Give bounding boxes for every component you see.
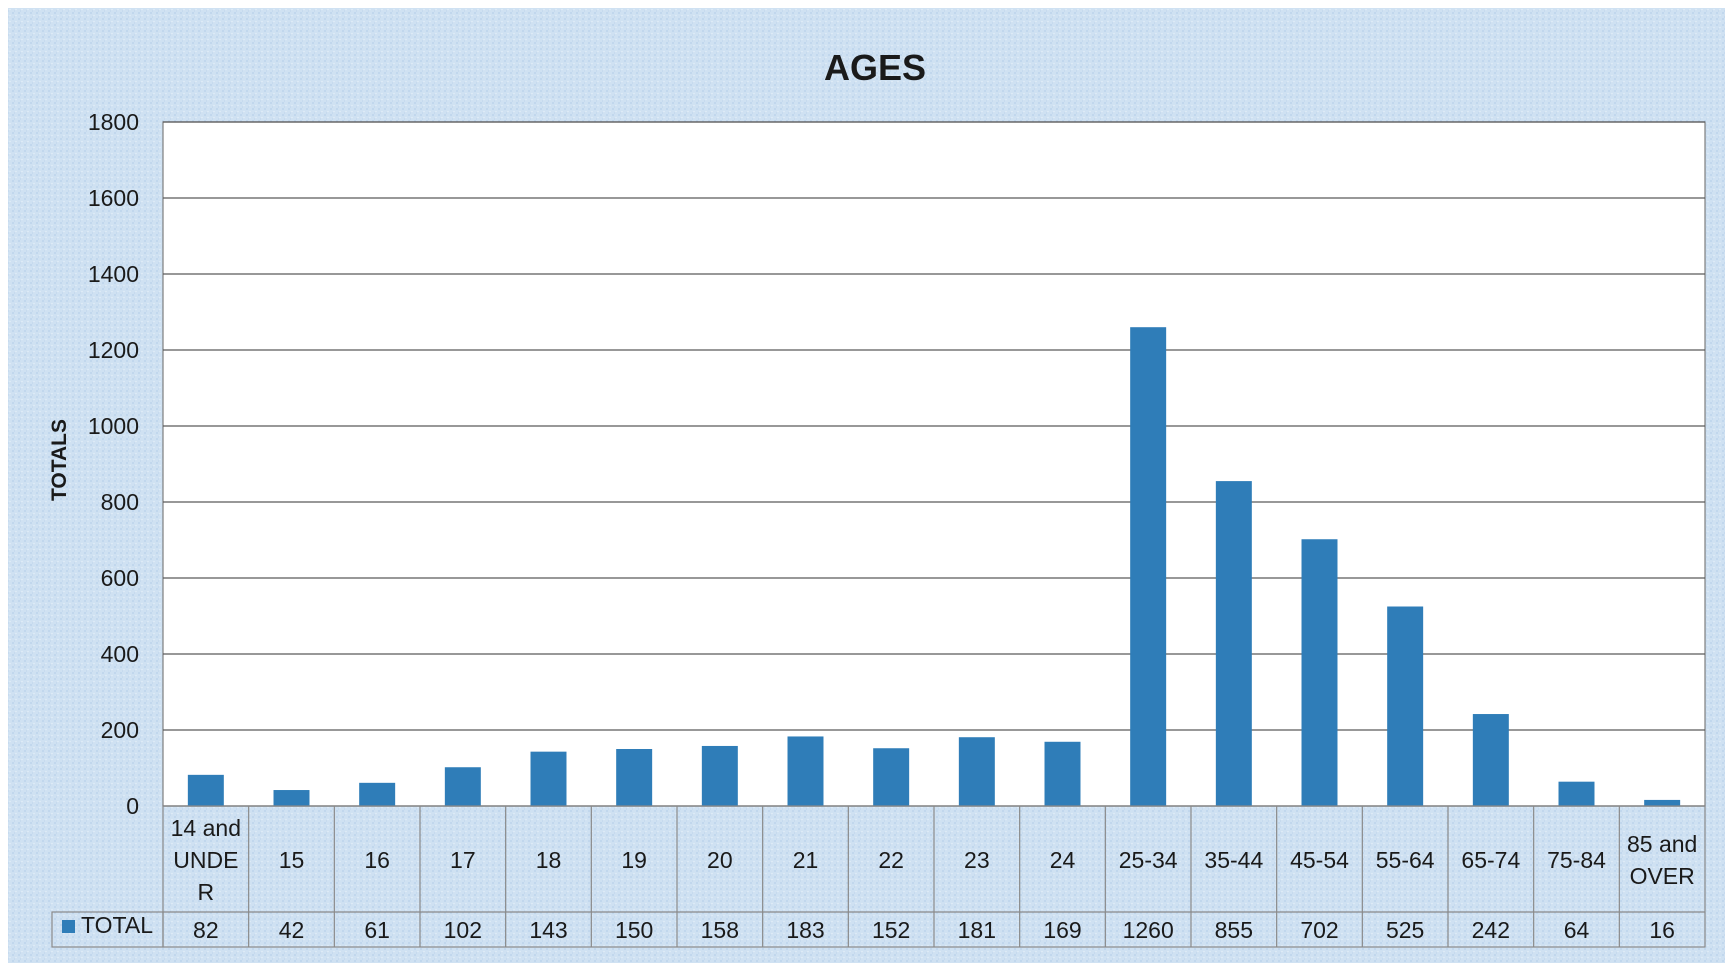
x-category-label: 25-34 (1119, 847, 1178, 873)
bar (1044, 741, 1081, 806)
y-tick-label: 1400 (88, 261, 139, 287)
data-value-label: 181 (958, 917, 996, 943)
x-category-label: OVER (1630, 863, 1695, 889)
data-value-label: 855 (1215, 917, 1253, 943)
bar (359, 782, 396, 806)
data-value-label: 183 (786, 917, 824, 943)
data-value-label: 169 (1043, 917, 1081, 943)
y-tick-label: 0 (126, 793, 139, 819)
data-value-label: 42 (279, 917, 305, 943)
bar (1301, 539, 1338, 806)
x-category-label: 65-74 (1461, 847, 1520, 873)
x-category-label: 20 (707, 847, 733, 873)
x-category-label: 24 (1050, 847, 1076, 873)
plot-area (162, 121, 1706, 807)
bar (1387, 606, 1424, 806)
data-value-label: 61 (364, 917, 390, 943)
y-tick-label: 200 (101, 717, 139, 743)
x-category-label: 35-44 (1204, 847, 1263, 873)
x-category-label: 22 (878, 847, 904, 873)
x-category-label: 14 and (171, 815, 241, 841)
chart-title: AGES (824, 47, 926, 88)
x-category-label: 18 (536, 847, 562, 873)
data-value-label: 242 (1472, 917, 1510, 943)
bar (1130, 327, 1167, 806)
data-value-label: 102 (444, 917, 482, 943)
bar (701, 745, 738, 806)
y-tick-label: 800 (101, 489, 139, 515)
y-tick-label: 1600 (88, 185, 139, 211)
data-value-label: 158 (701, 917, 739, 943)
data-value-label: 64 (1564, 917, 1590, 943)
bar (1644, 799, 1681, 806)
bar (444, 767, 481, 806)
x-category-label: UNDE (173, 847, 238, 873)
data-value-label: 150 (615, 917, 653, 943)
data-value-label: 152 (872, 917, 910, 943)
x-category-label: 16 (364, 847, 390, 873)
x-category-label: 23 (964, 847, 990, 873)
data-value-label: 1260 (1123, 917, 1174, 943)
bar (873, 748, 910, 806)
legend-swatch (62, 920, 75, 933)
y-tick-label: 1800 (88, 109, 139, 135)
data-value-label: 16 (1649, 917, 1675, 943)
bar (187, 774, 224, 806)
bar (1558, 781, 1595, 806)
bar (616, 749, 653, 806)
x-category-label: 75-84 (1547, 847, 1606, 873)
x-category-label: 21 (793, 847, 819, 873)
data-value-label: 143 (529, 917, 567, 943)
x-category-label: 45-54 (1290, 847, 1349, 873)
data-value-label: 702 (1300, 917, 1338, 943)
data-value-label: 525 (1386, 917, 1424, 943)
y-axis-label: TOTALS (48, 419, 71, 501)
y-tick-label: 1200 (88, 337, 139, 363)
bar (958, 737, 995, 806)
bar (787, 736, 824, 806)
bar (1472, 714, 1509, 806)
y-tick-label: 1000 (88, 413, 139, 439)
bar (1215, 481, 1252, 806)
x-category-label: 85 and (1627, 831, 1697, 857)
x-category-label: 55-64 (1376, 847, 1435, 873)
data-value-label: 82 (193, 917, 219, 943)
x-category-label: 19 (621, 847, 647, 873)
x-category-label: 17 (450, 847, 476, 873)
y-tick-label: 600 (101, 565, 139, 591)
bar (530, 751, 567, 806)
legend-series-name: TOTAL (81, 912, 153, 938)
y-tick-label: 400 (101, 641, 139, 667)
x-category-label: 15 (279, 847, 305, 873)
bar (273, 790, 310, 806)
x-category-label: R (198, 879, 215, 905)
